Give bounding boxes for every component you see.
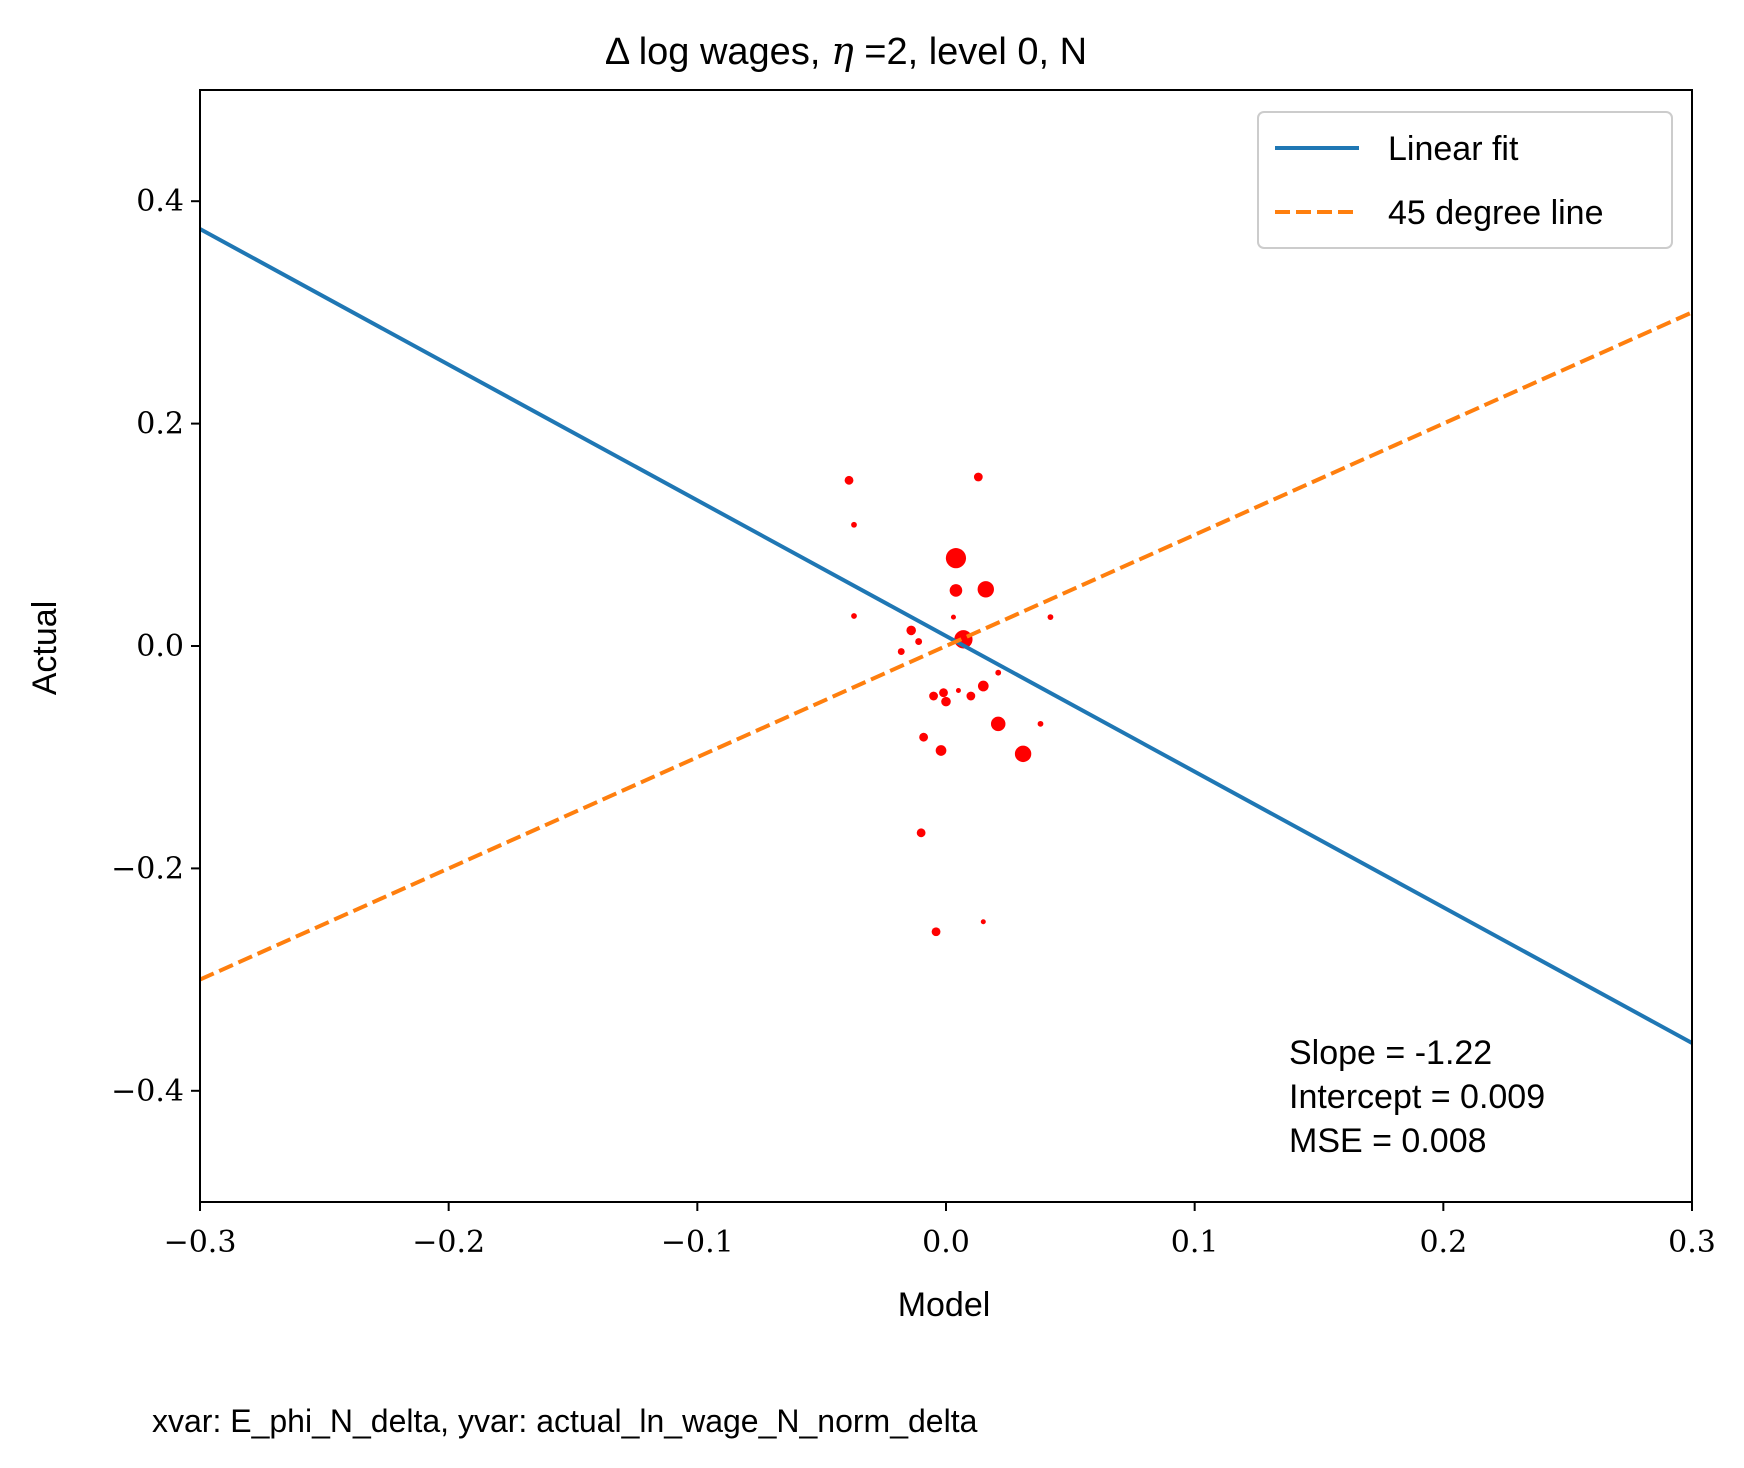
legend-box (1257, 111, 1673, 249)
y-axis-label: Actual (26, 601, 64, 696)
y-tick-label: 0.4 (136, 184, 184, 219)
scatter-point (906, 625, 916, 636)
axes-layer: −0.3 −0.2 −0.1 0.0 0.1 0.2 0.3 −0.4 −0.2 0.0 0.2 0.… (111, 89, 1716, 1260)
x-tick-label: 0.2 (1419, 1225, 1467, 1260)
x-tick-label: −0.2 (412, 1225, 485, 1260)
x-tick-label: −0.3 (164, 1225, 237, 1260)
scatter-point (973, 472, 983, 482)
annotation-mse: MSE = 0.008 (1289, 1122, 1487, 1160)
scatter-point (844, 475, 854, 485)
scatter-point (945, 548, 967, 569)
legend-linear-fit-label: Linear fit (1388, 130, 1519, 168)
scatter-point (1047, 614, 1054, 620)
scatter-point (950, 614, 956, 620)
legend-45-degree-label: 45 degree line (1388, 194, 1604, 232)
scatter-point (919, 732, 929, 742)
scatter-point (980, 919, 986, 925)
y-tick-label: −0.2 (111, 851, 184, 886)
scatter-point (915, 638, 923, 646)
scatter-point (929, 691, 938, 701)
scatter-point (1037, 720, 1044, 727)
scatter-point (916, 828, 926, 838)
scatter-point (851, 521, 857, 528)
scatter-point (939, 688, 948, 698)
scatter-point (941, 696, 951, 707)
y-tick-label: −0.4 (111, 1074, 184, 1109)
scatter-point (897, 648, 905, 656)
x-tick-label: 0.3 (1668, 1225, 1716, 1260)
scatter-point (977, 680, 989, 692)
scatter-point (977, 581, 994, 598)
x-tick-label: 0.0 (922, 1225, 970, 1260)
scatter-point (995, 669, 1002, 676)
footer-caption: xvar: E_phi_N_delta, yvar: actual_ln_wag… (152, 1403, 978, 1439)
chart-title-prefix: Δ log wages, (605, 31, 831, 73)
x-tick-label: 0.1 (1171, 1225, 1219, 1260)
scatter-point (955, 687, 961, 693)
y-tick-label: 0.2 (136, 407, 184, 442)
chart-title: Δ log wages, η =2, level 0, N (605, 29, 1087, 73)
scatter-point (851, 613, 857, 619)
chart-title-symbol: η (831, 29, 854, 73)
scatter-point (935, 745, 947, 756)
x-tick-label: −0.1 (661, 1225, 734, 1260)
annotation-slope: Slope = -1.22 (1289, 1034, 1492, 1072)
scatter-point (990, 716, 1006, 732)
legend: Linear fit 45 degree line (1257, 111, 1673, 249)
x-axis-label: Model (898, 1286, 991, 1324)
annotation-intercept: Intercept = 0.009 (1289, 1078, 1545, 1116)
y-tick-label: 0.0 (136, 629, 184, 664)
scatter-point (1014, 745, 1032, 763)
scatter-point (949, 584, 963, 597)
scatter-point (966, 691, 976, 701)
plot-layer (200, 227, 1692, 1045)
stats-annotation: Slope = -1.22 Intercept = 0.009 MSE = 0.… (1289, 1034, 1545, 1160)
chart-title-suffix: =2, level 0, N (854, 31, 1087, 73)
plot-area (200, 227, 1692, 1045)
scatter-point (931, 927, 941, 937)
linear-fit-line (200, 227, 1692, 1045)
